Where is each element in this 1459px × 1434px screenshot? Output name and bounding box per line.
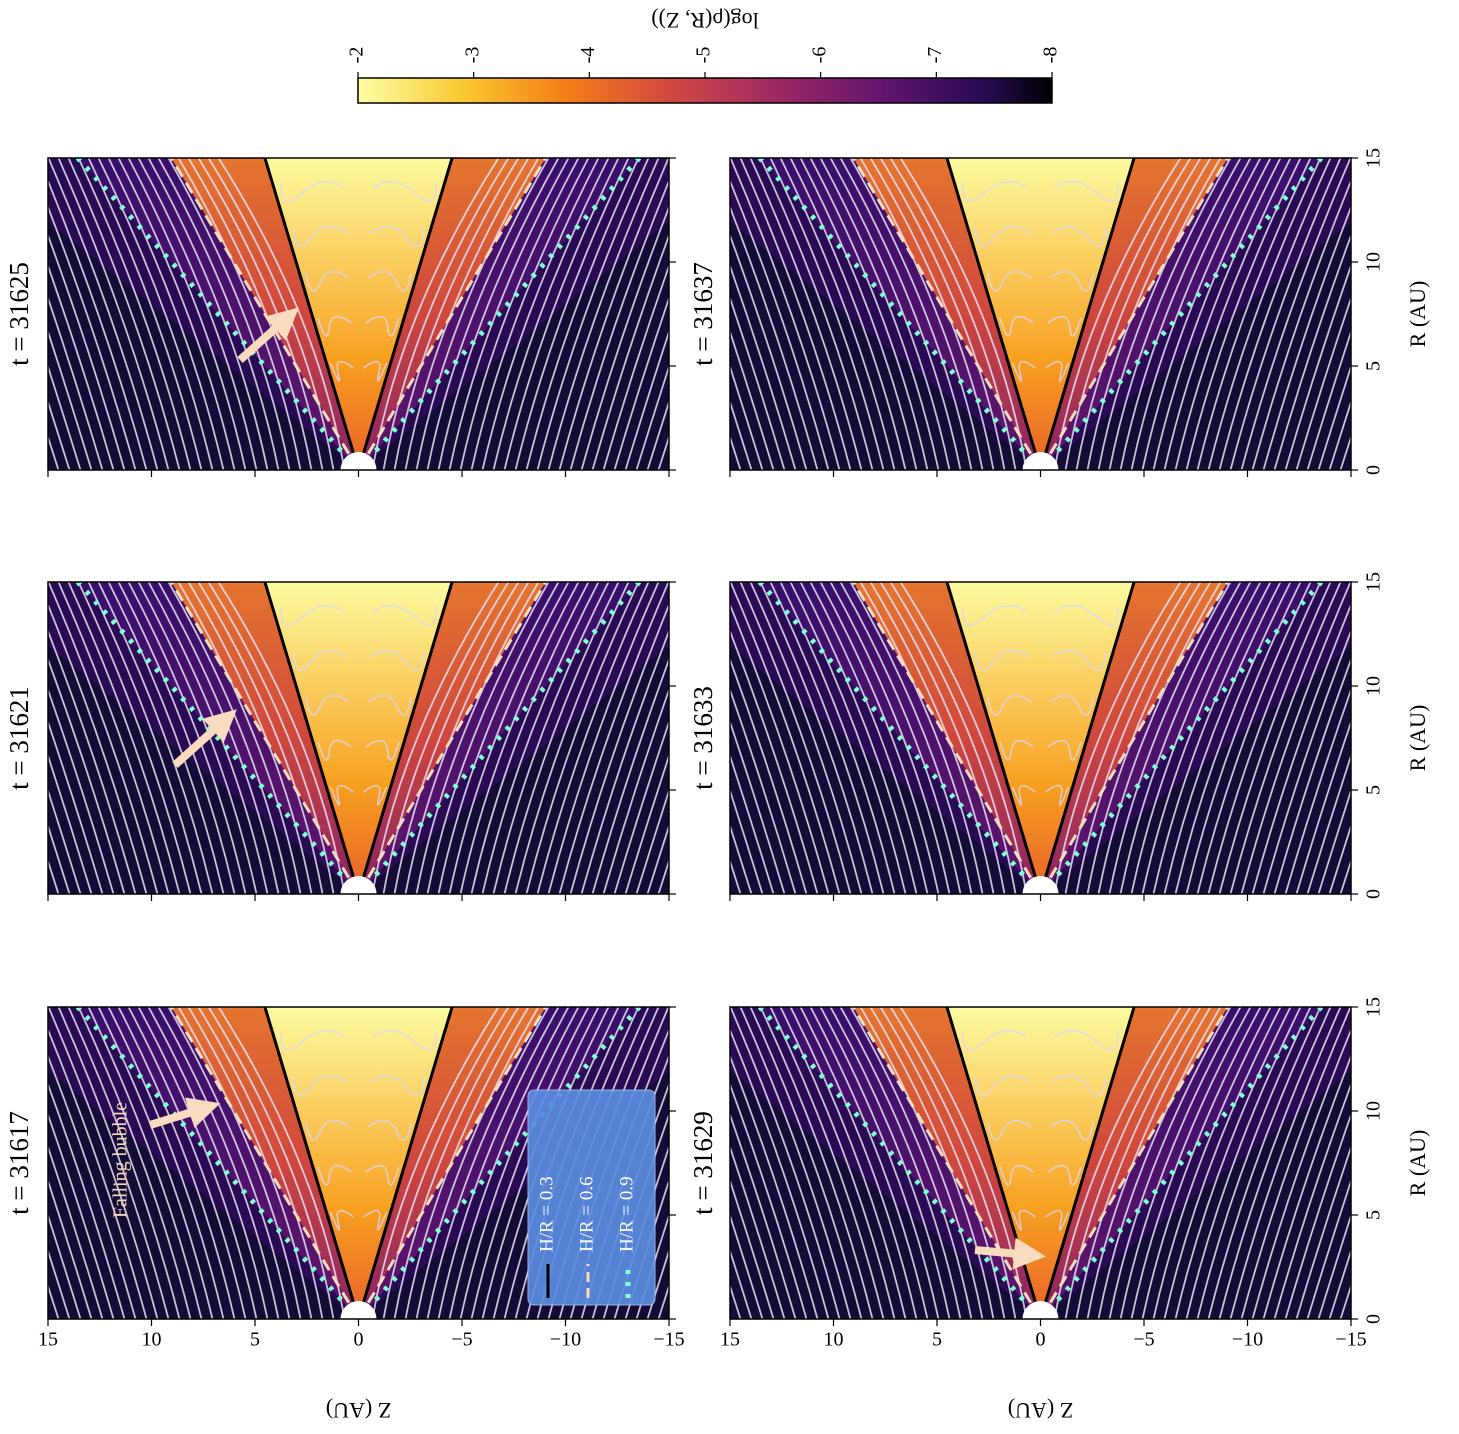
colorbar-tick-label: -5 [693,47,715,64]
colorbar-tick-label: -4 [577,47,599,64]
r-tick-label: 0 [1363,465,1385,475]
streamline [1352,582,1451,894]
z-axis-label: Z (AU) [326,1398,391,1423]
panel [611,582,1459,912]
panel [0,582,789,912]
z-tick-label: −15 [653,1329,684,1351]
colorbar-tick-label: -8 [1040,47,1062,64]
r-tick-label: 0 [1363,1314,1385,1324]
r-tick-label: 10 [1363,252,1385,272]
r-tick-label: 15 [1363,572,1385,592]
z-tick-label: 5 [932,1329,942,1351]
r-tick-label: 10 [1363,1101,1385,1121]
r-tick-label: 5 [1363,1210,1385,1220]
z-tick-label: 0 [1036,1329,1046,1351]
r-axis-label: R (AU) [1405,281,1430,348]
z-tick-label: −10 [1232,1329,1263,1351]
z-tick-label: 15 [720,1329,740,1351]
panel-title: t = 31629 [688,1111,718,1215]
z-tick-label: 10 [824,1329,844,1351]
streamline [1352,1007,1451,1319]
r-axis-label: R (AU) [1405,705,1430,772]
r-tick-label: 15 [1363,997,1385,1017]
panel [611,158,1459,488]
z-tick-label: 10 [142,1329,162,1351]
z-tick-label: 5 [250,1329,260,1351]
z-tick-label: 0 [354,1329,364,1351]
legend-label: H/R = 0.3 [536,1176,557,1252]
panel-title: t = 31617 [4,1111,34,1215]
streamline [1352,158,1451,470]
panel [0,158,789,488]
r-axis-label: R (AU) [1405,1130,1430,1197]
legend-label: H/R = 0.6 [576,1176,597,1252]
z-tick-label: −5 [1133,1329,1154,1351]
z-tick-label: −15 [1335,1329,1366,1351]
r-tick-label: 0 [1363,889,1385,899]
arrow [975,1250,1030,1255]
panel-title: t = 31633 [688,686,718,790]
colorbar-tick-label: -7 [924,47,946,64]
r-tick-label: 15 [1363,148,1385,168]
r-tick-label: 10 [1363,676,1385,696]
legend-label: H/R = 0.9 [616,1176,637,1252]
colorbar-tick-label: -2 [346,47,368,64]
z-tick-label: 15 [38,1329,58,1351]
z-tick-label: −5 [451,1329,472,1351]
panel-title: t = 31625 [4,262,34,366]
colorbar-label: log(ρ(R, Z)) [651,8,759,33]
annotation: Falling bubble [110,1102,132,1218]
z-tick-label: −10 [550,1329,581,1351]
panel-title: t = 31621 [4,686,34,790]
colorbar-tick-label: -3 [461,47,483,64]
colorbar-tick-label: -6 [808,47,830,64]
z-axis-label: Z (AU) [1008,1398,1073,1423]
panel [611,1007,1459,1337]
colorbar [358,78,1052,103]
r-tick-label: 5 [1363,785,1385,795]
r-tick-label: 5 [1363,361,1385,371]
panel-title: t = 31637 [688,262,718,366]
